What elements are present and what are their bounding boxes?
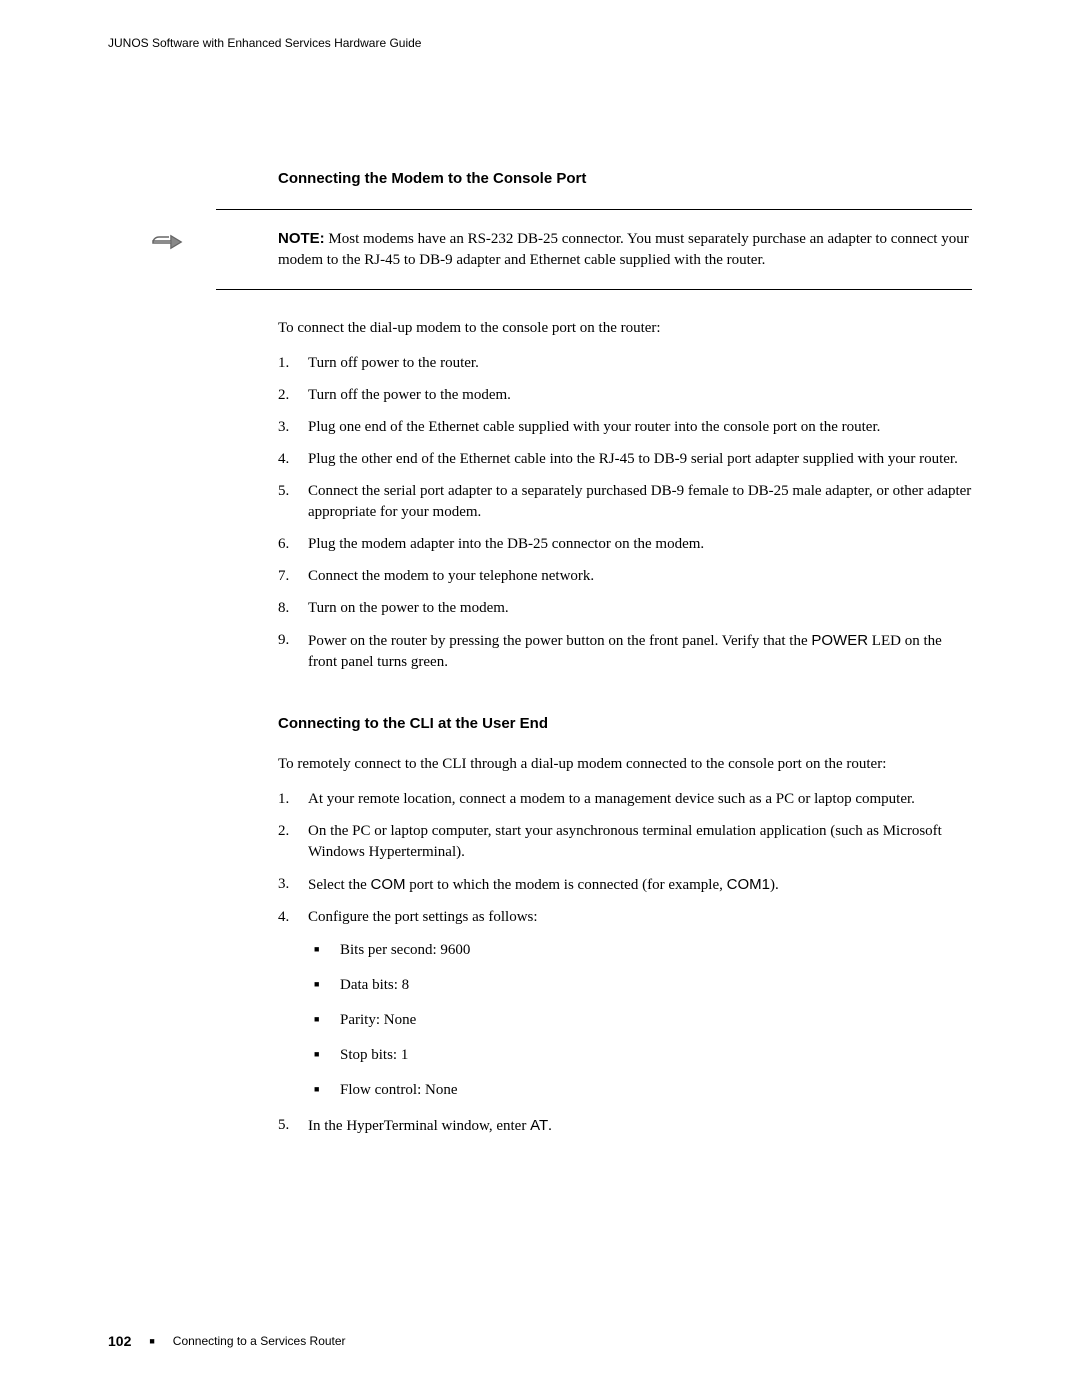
list-item: Connect the modem to your telephone netw… bbox=[278, 566, 972, 587]
section-heading-1: Connecting the Modem to the Console Port bbox=[278, 170, 972, 187]
note-body: Most modems have an RS-232 DB-25 connect… bbox=[278, 231, 969, 268]
list-item: Connect the serial port adapter to a sep… bbox=[278, 481, 972, 523]
section-heading-2: Connecting to the CLI at the User End bbox=[278, 715, 972, 732]
step3-suffix: ). bbox=[770, 877, 779, 893]
list-item: Plug the modem adapter into the DB-25 co… bbox=[278, 534, 972, 555]
step9-prefix: Power on the router by pressing the powe… bbox=[308, 633, 811, 649]
bullet-item: Parity: None bbox=[308, 1010, 972, 1031]
note-box: NOTE: Most modems have an RS-232 DB-25 c… bbox=[216, 209, 972, 290]
section2-steps: At your remote location, connect a modem… bbox=[278, 789, 972, 1137]
step3-com1: COM1 bbox=[727, 876, 770, 893]
bullet-item: Flow control: None bbox=[308, 1080, 972, 1101]
step3-com: COM bbox=[370, 876, 405, 893]
page-header: JUNOS Software with Enhanced Services Ha… bbox=[108, 36, 972, 50]
list-item: Plug one end of the Ethernet cable suppl… bbox=[278, 417, 972, 438]
section1-steps: Turn off power to the router. Turn off t… bbox=[278, 353, 972, 673]
step4-bullets: Bits per second: 9600 Data bits: 8 Parit… bbox=[308, 940, 972, 1101]
step3-prefix: Select the bbox=[308, 877, 370, 893]
step5-prefix: In the HyperTerminal window, enter bbox=[308, 1118, 530, 1134]
bullet-item: Stop bits: 1 bbox=[308, 1045, 972, 1066]
list-item: In the HyperTerminal window, enter AT. bbox=[278, 1115, 972, 1137]
footer-text: Connecting to a Services Router bbox=[173, 1334, 346, 1348]
step3-mid: port to which the modem is connected (fo… bbox=[405, 877, 726, 893]
list-item: Plug the other end of the Ethernet cable… bbox=[278, 449, 972, 470]
note-icon bbox=[151, 228, 185, 255]
list-item: Turn off power to the router. bbox=[278, 353, 972, 374]
section2-intro: To remotely connect to the CLI through a… bbox=[278, 754, 972, 775]
step4-text: Configure the port settings as follows: bbox=[308, 909, 538, 925]
list-item: Select the COM port to which the modem i… bbox=[278, 874, 972, 896]
footer-square-icon: ■ bbox=[149, 1336, 154, 1346]
bullet-item: Bits per second: 9600 bbox=[308, 940, 972, 961]
step5-suffix: . bbox=[548, 1118, 552, 1134]
list-item: Turn on the power to the modem. bbox=[278, 598, 972, 619]
note-label: NOTE: bbox=[278, 230, 325, 247]
list-item: Power on the router by pressing the powe… bbox=[278, 630, 972, 673]
list-item: Turn off the power to the modem. bbox=[278, 385, 972, 406]
bullet-item: Data bits: 8 bbox=[308, 975, 972, 996]
note-text: NOTE: Most modems have an RS-232 DB-25 c… bbox=[278, 228, 972, 271]
page-number: 102 bbox=[108, 1333, 131, 1349]
list-item: On the PC or laptop computer, start your… bbox=[278, 821, 972, 863]
step5-at: AT bbox=[530, 1117, 548, 1134]
page-footer: 102 ■ Connecting to a Services Router bbox=[108, 1333, 346, 1349]
step9-power: POWER bbox=[811, 632, 868, 649]
list-item: At your remote location, connect a modem… bbox=[278, 789, 972, 810]
section1-intro: To connect the dial-up modem to the cons… bbox=[278, 318, 972, 339]
list-item: Configure the port settings as follows: … bbox=[278, 907, 972, 1101]
